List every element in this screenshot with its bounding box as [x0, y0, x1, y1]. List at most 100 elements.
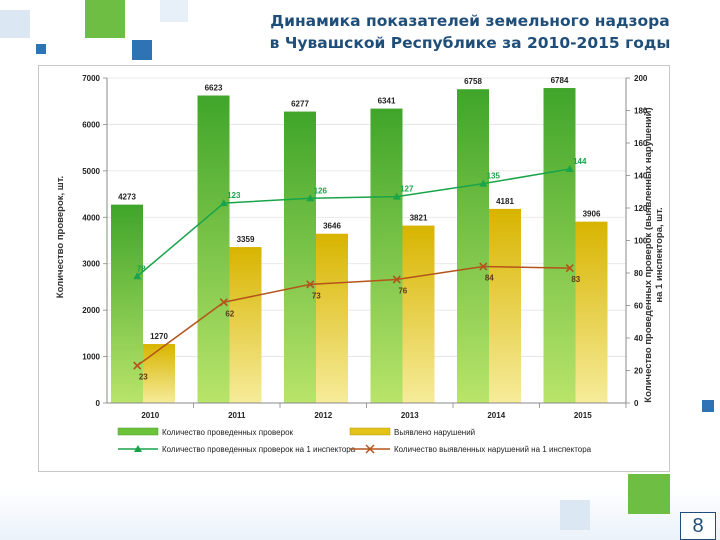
bar-violations-2012	[316, 233, 348, 403]
data-label-checks: 4273	[118, 193, 136, 202]
legend-label-violations-per-inspector: Количество выявленных нарушений на 1 инс…	[394, 445, 592, 454]
decor-square-pale-1	[0, 10, 30, 38]
slide-title: Динамика показателей земельного надзора …	[250, 10, 690, 54]
y-right-axis-label-line2: на 1 инспектора, шт.	[654, 207, 665, 302]
data-label-checks: 6277	[291, 100, 309, 109]
line-series	[133, 165, 574, 370]
y-right-tick-label: 20	[634, 367, 643, 376]
y-right-tick-label: 140	[634, 172, 648, 181]
marker-checks-per-inspector-2011	[219, 199, 228, 207]
decor-square-pale-3	[560, 500, 590, 530]
marker-violations-per-inspector-2013	[392, 275, 401, 284]
data-label-violations-per-inspector: 23	[139, 373, 148, 382]
y-right-tick-label: 120	[634, 204, 648, 213]
bar-checks-2012	[284, 111, 316, 403]
chart: 0 1000 2000 3000 4000 5000 6000 7000 0 20 40 60 80 10…	[55, 74, 665, 454]
legend-marker-x	[365, 444, 375, 454]
legend-marker-triangle	[134, 445, 142, 452]
axes: 0 1000 2000 3000 4000 5000 6000 7000 0 20 40 60 80 10…	[82, 74, 648, 420]
x-tick-label: 2012	[314, 411, 332, 420]
bar-checks-2013	[370, 108, 403, 403]
legend-label-violations: Выявлено нарушений	[394, 428, 475, 437]
data-label-checks: 6341	[378, 97, 396, 106]
y-left-tick-label: 5000	[82, 167, 100, 176]
x-tick-label: 2013	[401, 411, 419, 420]
bottom-band	[0, 488, 720, 540]
data-label-violations: 3359	[237, 235, 255, 244]
bar-violations-2010	[143, 344, 175, 403]
legend-label-checks-per-inspector: Количество проведенных проверок на 1 инс…	[162, 445, 356, 454]
grid-lines	[107, 77, 626, 357]
bar-checks-2011	[197, 95, 230, 403]
decor-square-blue-3	[702, 400, 714, 412]
y-left-tick-label: 6000	[82, 120, 100, 129]
bar-violations-2013	[402, 225, 435, 403]
marker-violations-per-inspector-2011	[219, 298, 228, 307]
legend-swatch-checks	[117, 427, 159, 436]
data-label-violations-per-inspector: 62	[225, 309, 234, 318]
y-right-tick-label: 0	[634, 399, 639, 408]
bar-checks-2014	[457, 89, 489, 403]
data-label-checks-per-inspector: 135	[487, 172, 501, 181]
data-label-checks: 6623	[205, 84, 223, 93]
bar-violations-2011	[229, 247, 262, 403]
marker-checks-per-inspector-2012	[306, 194, 315, 202]
marker-violations-per-inspector-2014	[479, 262, 488, 271]
y-right-tick-label: 40	[634, 334, 643, 343]
y-left-tick-label: 1000	[82, 353, 100, 362]
x-tick-label: 2015	[574, 411, 592, 420]
y-left-tick-label: 2000	[82, 306, 100, 315]
x-tick-label: 2014	[487, 411, 505, 420]
decor-square-green-1	[85, 0, 125, 38]
data-label-checks-per-inspector: 123	[227, 191, 241, 200]
data-label-checks-per-inspector: 144	[573, 157, 587, 166]
data-label-checks-per-inspector: 127	[400, 185, 414, 194]
bars	[111, 88, 608, 404]
y-right-tick-label: 200	[634, 74, 648, 83]
data-label-violations: 1270	[150, 332, 168, 341]
decor-square-blue-2	[36, 44, 46, 54]
bar-checks-2010	[111, 204, 143, 403]
decor-square-blue-1	[132, 40, 152, 60]
y-right-tick-label: 180	[634, 107, 648, 116]
bar-violations-2014	[489, 208, 521, 403]
slide-title-line2: в Чувашской Республике за 2010-2015 годы	[269, 34, 671, 52]
y-left-tick-label: 3000	[82, 260, 100, 269]
data-label-checks-per-inspector: 126	[314, 186, 328, 195]
bar-checks-2015	[543, 88, 576, 404]
decor-square-green-2	[628, 474, 670, 514]
slide-title-line1: Динамика показателей земельного надзора	[270, 12, 670, 30]
y-right-axis-label-line1: Количество проведенных проверок (выявлен…	[643, 107, 654, 402]
data-label-violations: 3821	[410, 214, 428, 223]
marker-checks-per-inspector-2010	[133, 272, 142, 280]
marker-violations-per-inspector-2010	[133, 361, 142, 370]
y-left-tick-label: 4000	[82, 213, 100, 222]
legend: Количество проведенных проверок Выявлено…	[117, 427, 592, 454]
y-left-tick-label: 7000	[82, 74, 100, 83]
page-number: 8	[680, 512, 716, 540]
data-label-checks-per-inspector: 78	[137, 264, 146, 273]
y-left-axis-label: Количество проверок, шт.	[55, 176, 66, 298]
data-label-checks: 6758	[464, 77, 482, 86]
data-labels: 4273 1270 6623 3359 6277 3646 6341 3821 6758 4181…	[118, 76, 601, 382]
marker-checks-per-inspector-2015	[565, 165, 574, 172]
data-label-violations-per-inspector: 83	[571, 275, 580, 284]
x-tick-label: 2011	[228, 411, 246, 420]
y-right-tick-label: 60	[634, 302, 643, 311]
line-violations-per-inspector	[136, 265, 570, 367]
data-label-checks: 6784	[551, 76, 569, 85]
data-label-violations-per-inspector: 73	[312, 291, 321, 300]
data-label-violations: 4181	[496, 197, 514, 206]
y-right-tick-label: 80	[634, 269, 643, 278]
data-label-violations: 3646	[323, 222, 341, 231]
y-right-tick-label: 160	[634, 139, 648, 148]
marker-checks-per-inspector-2014	[479, 179, 488, 187]
data-label-violations: 3906	[583, 210, 601, 219]
legend-swatch-violations	[349, 427, 391, 436]
marker-violations-per-inspector-2015	[565, 264, 574, 273]
x-tick-label: 2010	[141, 411, 159, 420]
line-checks-per-inspector	[136, 168, 570, 277]
y-left-tick-label: 0	[96, 399, 101, 408]
decor-square-pale-2	[160, 0, 188, 22]
y-right-tick-label: 100	[634, 237, 648, 246]
